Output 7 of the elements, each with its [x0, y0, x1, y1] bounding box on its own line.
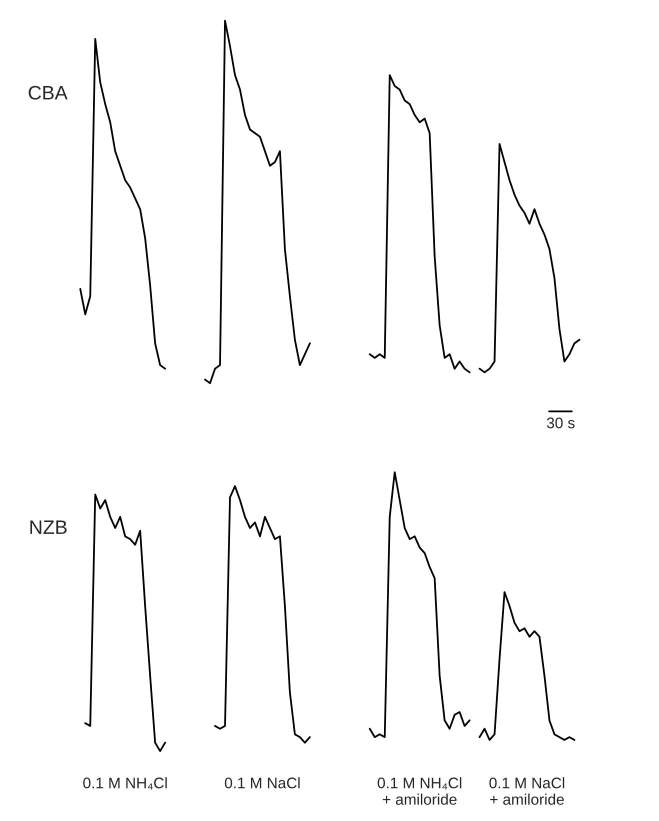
text: 0.1 M NH₄Cl + amiloride — [378, 777, 462, 805]
y-axis-title: CBA — [28, 86, 68, 100]
text: 0.1 M NaCl — [224, 777, 300, 788]
text: 30 s — [546, 418, 575, 428]
y-axis-title: NZB — [30, 520, 67, 534]
series-label: 0.1 M NH₄Cl — [83, 777, 167, 790]
text: 0.1 M NaCl + amiloride — [489, 777, 564, 805]
